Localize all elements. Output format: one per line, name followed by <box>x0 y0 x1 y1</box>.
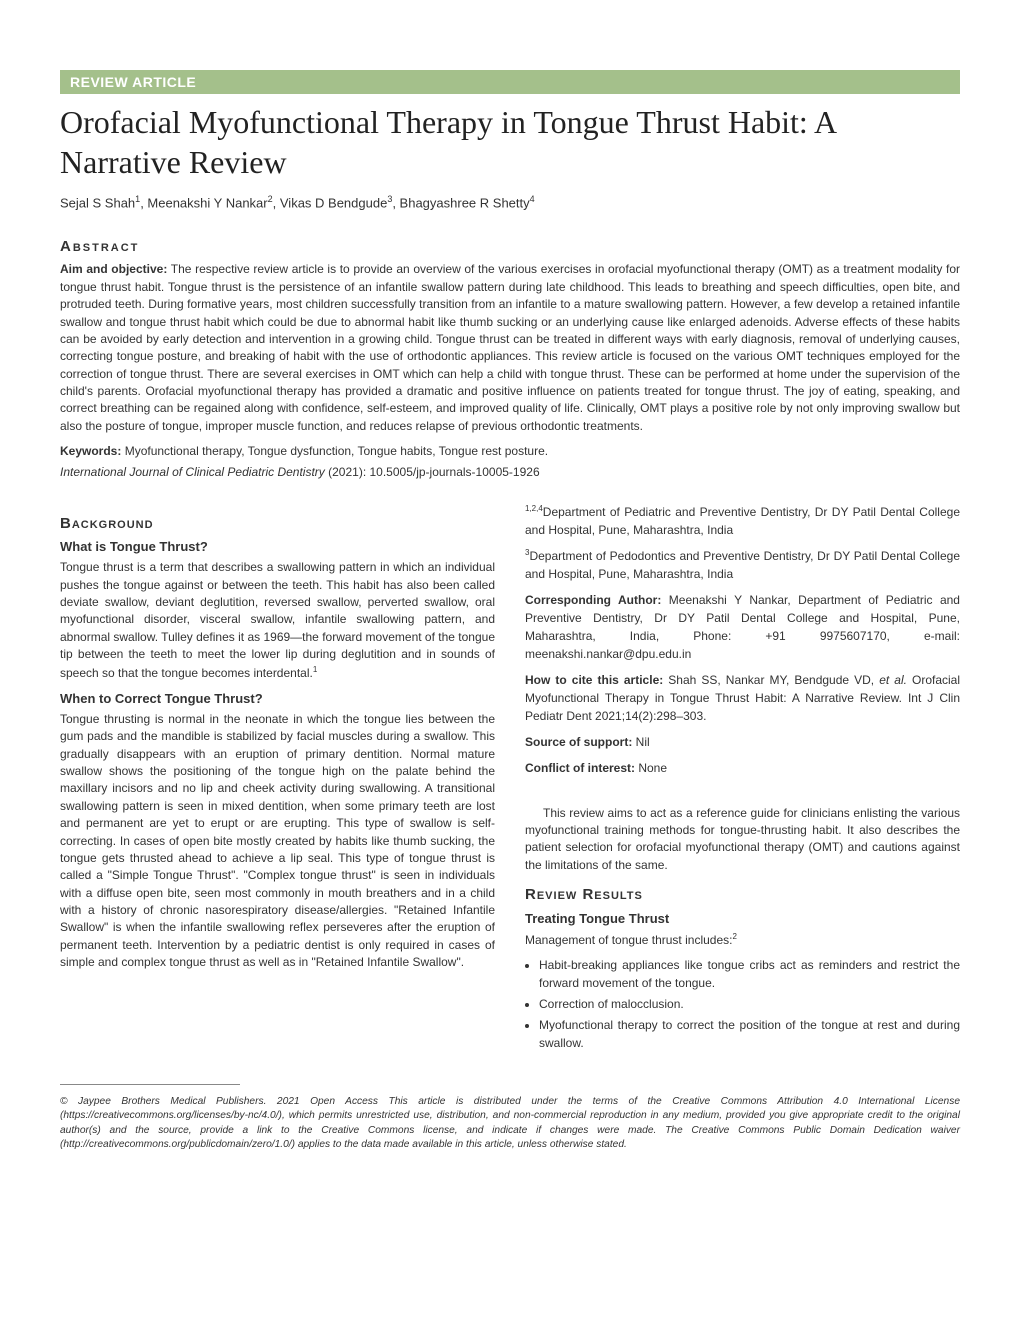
bullet-item: Habit-breaking appliances like tongue cr… <box>539 957 960 992</box>
copyright-text: © Jaypee Brothers Medical Publishers. 20… <box>60 1095 960 1152</box>
affil1-text: Department of Pediatric and Preventive D… <box>525 505 960 537</box>
what-is-text: Tongue thrust is a term that describes a… <box>60 560 495 679</box>
what-is-paragraph: Tongue thrust is a term that describes a… <box>60 559 495 682</box>
conflict-label: Conflict of interest: <box>525 761 635 775</box>
source-support: Source of support: Nil <box>525 733 960 751</box>
aim-text: The respective review article is to prov… <box>60 262 960 433</box>
corresponding-author: Corresponding Author: Meenakshi Y Nankar… <box>525 591 960 663</box>
cite-etal: et al. <box>879 673 907 687</box>
sub-what-is: What is Tongue Thrust? <box>60 538 495 557</box>
footer-divider <box>60 1084 240 1085</box>
support-label: Source of support: <box>525 735 632 749</box>
journal-doi-line: International Journal of Clinical Pediat… <box>60 465 960 479</box>
bullet-item: Correction of malocclusion. <box>539 996 960 1013</box>
abstract-heading: Abstract <box>60 238 960 255</box>
aim-label: Aim and objective: <box>60 262 167 276</box>
bullet-item: Myofunctional therapy to correct the pos… <box>539 1017 960 1052</box>
cite-pre: Shah SS, Nankar MY, Bendgude VD, <box>663 673 879 687</box>
treating-subheading: Treating Tongue Thrust <box>525 910 960 929</box>
journal-name: International Journal of Clinical Pediat… <box>60 465 325 479</box>
when-correct-paragraph: Tongue thrusting is normal in the neonat… <box>60 711 495 972</box>
keywords-text: Myofunctional therapy, Tongue dysfunctio… <box>121 444 548 458</box>
affiliation-1: 1,2,4Department of Pediatric and Prevent… <box>525 503 960 539</box>
right-column: 1,2,4Department of Pediatric and Prevent… <box>525 503 960 1061</box>
management-bullets: Habit-breaking appliances like tongue cr… <box>525 957 960 1052</box>
how-to-cite: How to cite this article: Shah SS, Nanka… <box>525 671 960 725</box>
article-title: Orofacial Myofunctional Therapy in Tongu… <box>60 102 960 182</box>
left-column: Background What is Tongue Thrust? Tongue… <box>60 503 495 1061</box>
ref-1: 1 <box>313 665 317 674</box>
abstract-body: Aim and objective: The respective review… <box>60 261 960 435</box>
support-val: Nil <box>632 735 649 749</box>
affiliation-2: 3Department of Pedodontics and Preventiv… <box>525 547 960 583</box>
affil1-sup: 1,2,4 <box>525 504 543 513</box>
affil2-text: Department of Pedodontics and Preventive… <box>525 549 960 581</box>
review-intro-paragraph: This review aims to act as a reference g… <box>525 805 960 875</box>
review-results-heading: Review Results <box>525 884 960 906</box>
conflict-val: None <box>635 761 667 775</box>
conflict-interest: Conflict of interest: None <box>525 759 960 777</box>
keywords-line: Keywords: Myofunctional therapy, Tongue … <box>60 443 960 460</box>
authors-line: Sejal S Shah1, Meenakshi Y Nankar2, Vika… <box>60 194 960 210</box>
ref-2: 2 <box>732 932 736 941</box>
management-lead: Management of tongue thrust includes:2 <box>525 931 960 949</box>
keywords-label: Keywords: <box>60 444 121 458</box>
article-type-banner: REVIEW ARTICLE <box>60 70 960 94</box>
management-lead-text: Management of tongue thrust includes: <box>525 933 732 947</box>
doi-text: (2021): 10.5005/jp-journals-10005-1926 <box>325 465 540 479</box>
two-column-body: Background What is Tongue Thrust? Tongue… <box>60 503 960 1061</box>
cite-label: How to cite this article: <box>525 673 663 687</box>
corr-label: Corresponding Author: <box>525 593 661 607</box>
background-heading: Background <box>60 513 495 535</box>
sub-when-correct: When to Correct Tongue Thrust? <box>60 690 495 709</box>
